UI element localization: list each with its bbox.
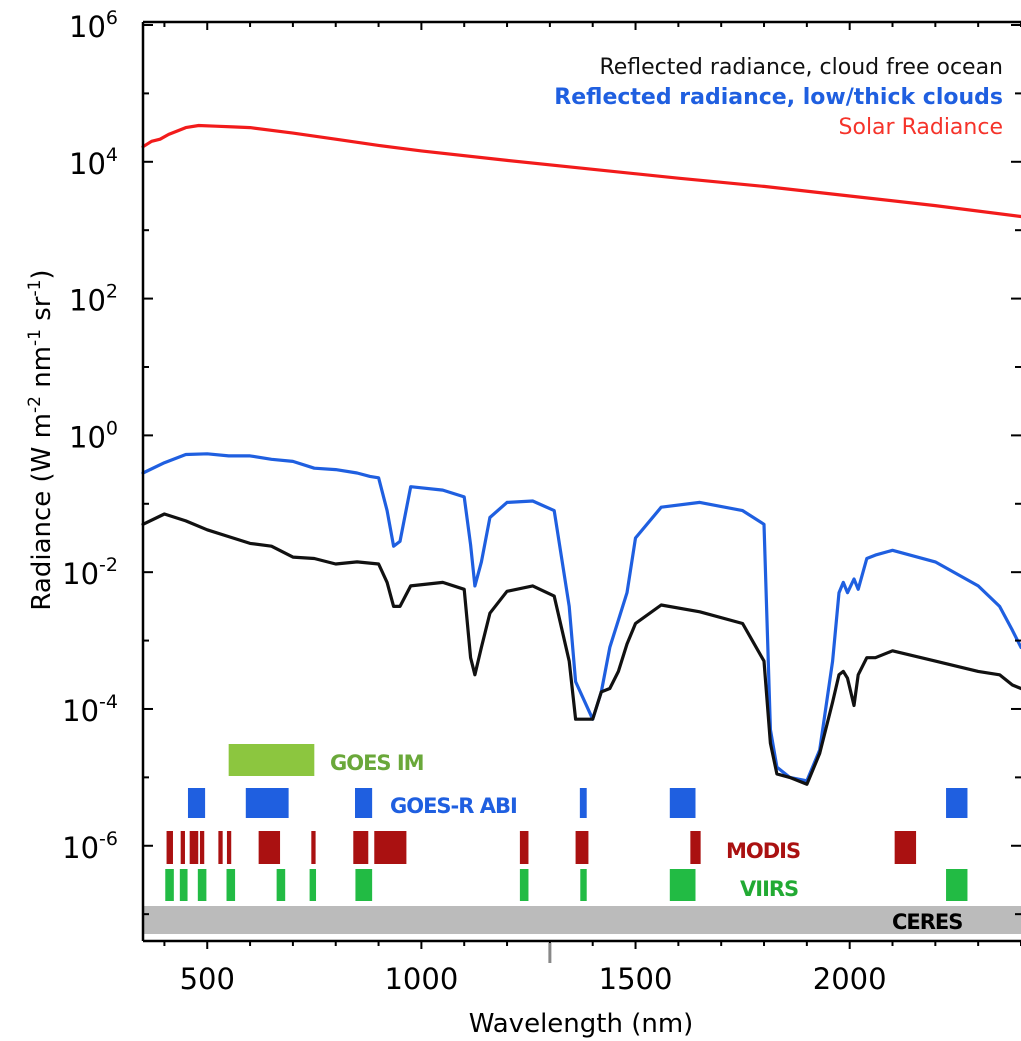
viirs-band-3 [226, 869, 236, 901]
legend-entry-0: Reflected radiance, cloud free ocean [599, 55, 1003, 80]
legend-entry-2: Solar Radiance [839, 115, 1003, 140]
series-line-reflected-radiance-low-thick-clouds [141, 452, 1021, 783]
x-tick-label-2000: 2000 [813, 962, 887, 996]
goes-r-abi-band-4 [669, 788, 696, 818]
modis-band-4 [218, 831, 223, 864]
modis-band-1 [180, 831, 185, 864]
ceres-label: CERES [892, 910, 962, 934]
y-tick-label-2: 102 [69, 281, 118, 318]
series-line-solar-radiance [141, 123, 1021, 219]
goes-r-abi-label: GOES-R ABI [390, 794, 517, 818]
goes-im-label: GOES IM [330, 751, 424, 775]
x-axis-title: Wavelength (nm) [469, 1009, 694, 1039]
modis-band-11 [575, 831, 589, 864]
y-axis-title-mid1: nm [27, 346, 57, 396]
modis-band-6 [258, 831, 281, 864]
modis-band-7 [311, 831, 316, 864]
x-tick-label-500: 500 [180, 962, 235, 996]
y-axis-title-main: Radiance (W m [27, 413, 57, 611]
y-tick-label-4: 104 [69, 144, 118, 181]
y-axis-title-end: ) [27, 269, 57, 279]
modis-band-13 [894, 831, 917, 864]
series-line-reflected-radiance-cloud-free-ocean [141, 512, 1021, 786]
viirs-band-0 [165, 869, 174, 901]
goes-r-abi-band-0 [187, 788, 206, 818]
modis-band-9 [374, 831, 407, 864]
y-axis-title-sup3: -1 [25, 280, 45, 297]
viirs-band-6 [355, 869, 373, 901]
modis-band-12 [690, 831, 701, 864]
modis-band-2 [189, 831, 199, 864]
viirs-band-2 [197, 869, 207, 901]
y-tick-label-6: 106 [69, 7, 118, 44]
viirs-band-1 [179, 869, 188, 901]
y-tick-label-0: 100 [69, 417, 118, 454]
modis-band-8 [353, 831, 369, 864]
goes-im-band-0 [228, 744, 315, 776]
goes-r-abi-band-1 [245, 788, 289, 818]
y-tick-label--6: 10-6 [62, 828, 118, 865]
axes: 500 1000 1500 2000 106 104 102 100 10-2 10-4 10-6 [62, 7, 1021, 996]
viirs-band-9 [669, 869, 696, 901]
y-axis-title-sup2: -1 [25, 329, 45, 346]
goes-r-abi-band-5 [946, 788, 968, 818]
x-tick-label-1500: 1500 [599, 962, 673, 996]
instrument-bands: GOES IM GOES-R ABI MODIS VIIRS CERES [143, 744, 1021, 934]
goes-r-abi-band-2 [355, 788, 373, 818]
legend: Reflected radiance, cloud free ocean Refl… [554, 55, 1003, 140]
ceres-band-0 [143, 906, 1021, 934]
viirs-label: VIIRS [740, 877, 798, 901]
viirs-band-5 [309, 869, 317, 901]
modis-band-0 [166, 831, 173, 864]
y-tick-label--4: 10-4 [62, 691, 118, 728]
x-tick-label-1000: 1000 [384, 962, 458, 996]
legend-entry-1: Reflected radiance, low/thick clouds [554, 85, 1003, 110]
viirs-band-8 [580, 869, 587, 901]
modis-label: MODIS [726, 839, 800, 863]
y-axis-title-mid2: sr [27, 296, 57, 329]
modis-band-3 [199, 831, 205, 864]
y-tick-label--2: 10-2 [62, 554, 118, 591]
viirs-band-10 [946, 869, 968, 901]
viirs-band-7 [519, 869, 529, 901]
modis-band-5 [226, 831, 232, 864]
modis-band-10 [519, 831, 529, 864]
series-lines [141, 123, 1021, 786]
y-axis-title: Radiance (W m-2 nm-1 sr-1) [25, 269, 57, 610]
y-axis-title-sup1: -2 [25, 396, 45, 413]
viirs-band-4 [276, 869, 286, 901]
goes-r-abi-band-3 [579, 788, 587, 818]
